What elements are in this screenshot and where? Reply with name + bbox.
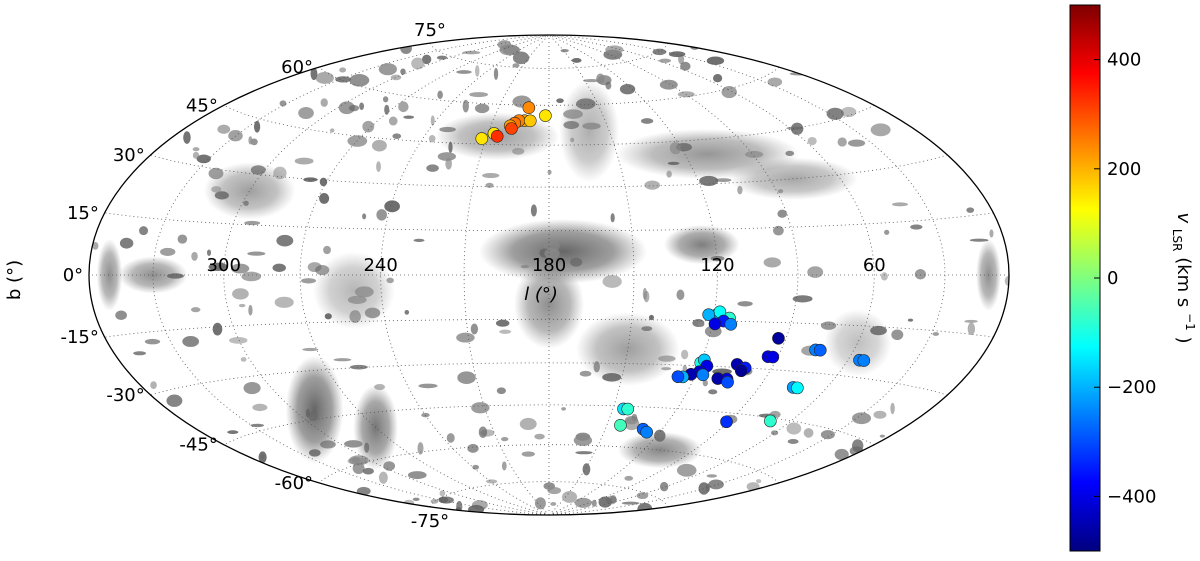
graticule-grid: [89, 35, 1009, 515]
colorbar-label-units: (km s: [1173, 257, 1194, 307]
colorbar-label: v LSR (km s −1 ): [1168, 212, 1200, 343]
colorbar-tick-label: 0: [1107, 268, 1118, 289]
colorbar-label-sub: LSR: [1170, 229, 1184, 252]
map-boundary: [88, 34, 1010, 516]
x-tick-label: 240: [363, 255, 397, 276]
cloud-points: [475, 101, 871, 439]
cloud-point: [696, 368, 710, 382]
cloud-point: [475, 132, 489, 145]
y-tick-label: -60°: [275, 473, 313, 494]
y-tick-label: 75°: [414, 20, 446, 41]
cloud-point: [720, 415, 733, 429]
cloud-point: [708, 317, 722, 331]
y-tick-label: -30°: [106, 385, 144, 406]
colorbar-tick-label: −400: [1107, 486, 1156, 507]
cloud-point: [505, 122, 518, 135]
colorbar-label-exp: −1: [1183, 313, 1197, 331]
cloud-point: [621, 402, 635, 416]
latitude-tick-labels: 75° 60° 45° 30° 15° 0° -15° -30° -45° -60° -75°: [60, 20, 449, 532]
y-axis-label: b (°): [4, 260, 25, 300]
y-tick-label: 45°: [186, 95, 218, 116]
longitude-tick-labels: 300 240 180 120 60: [207, 255, 886, 276]
y-tick-label: 15°: [67, 203, 99, 224]
y-tick-label: 30°: [113, 145, 145, 166]
colorbar-tick-label: 400: [1107, 50, 1141, 71]
y-tick-label: -75°: [411, 511, 449, 532]
cloud-point: [702, 308, 715, 321]
cloud-point: [721, 375, 734, 389]
y-tick-label: -45°: [179, 435, 217, 456]
cloud-point: [766, 350, 780, 364]
x-tick-label: 60: [863, 255, 886, 276]
cloud-point: [539, 109, 552, 122]
colorbar-tick-label: −200: [1107, 377, 1156, 398]
colorbar-tick-label: 200: [1107, 159, 1141, 180]
cloud-point: [791, 381, 804, 395]
cloud-point: [671, 370, 685, 383]
colorbar-ticks: 400 200 0 −200 −400: [1094, 50, 1156, 507]
y-tick-label: 0°: [63, 265, 83, 286]
cloud-point: [490, 129, 504, 143]
cloud-point: [640, 425, 653, 439]
x-tick-label: 180: [532, 255, 566, 276]
y-tick-label: 60°: [281, 57, 313, 78]
cloud-point: [522, 101, 536, 115]
x-tick-label: 120: [700, 255, 734, 276]
colorbar-label-close: ): [1173, 337, 1194, 344]
colorbar: 400 200 0 −200 −400 v LSR (km s −1 ): [1069, 4, 1200, 552]
x-axis-label: l (°): [524, 284, 558, 305]
cloud-point: [772, 331, 785, 345]
cloud-point: [813, 343, 827, 357]
colorbar-label-main: v: [1173, 212, 1194, 223]
y-tick-label: -15°: [60, 327, 98, 348]
cloud-point: [614, 418, 627, 432]
cloud-point: [734, 364, 748, 378]
cloud-point: [857, 354, 871, 367]
cloud-point: [724, 317, 738, 331]
x-tick-label: 300: [207, 255, 241, 276]
cloud-point: [764, 414, 777, 428]
cloud-point: [523, 114, 537, 128]
